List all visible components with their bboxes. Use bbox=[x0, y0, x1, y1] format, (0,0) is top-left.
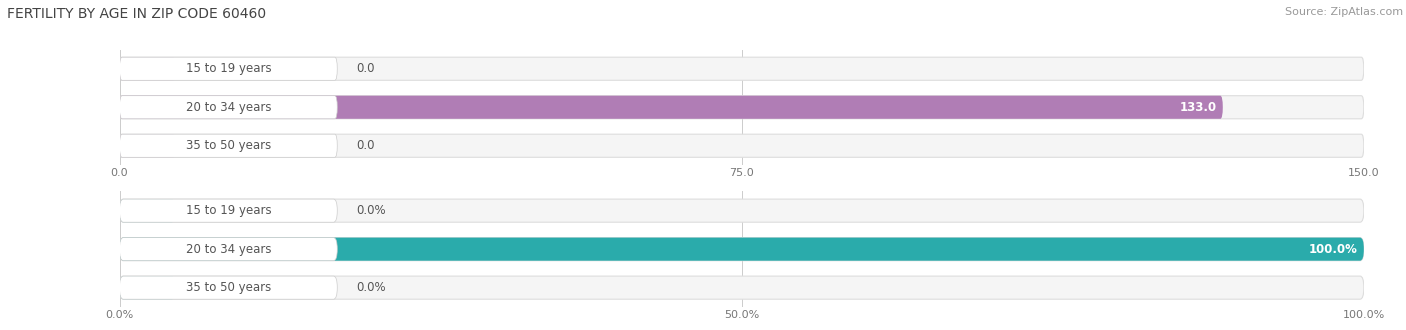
FancyBboxPatch shape bbox=[120, 199, 337, 222]
Text: 0.0%: 0.0% bbox=[356, 281, 385, 294]
FancyBboxPatch shape bbox=[120, 238, 1364, 261]
FancyBboxPatch shape bbox=[120, 57, 1364, 80]
FancyBboxPatch shape bbox=[120, 134, 337, 157]
Text: 0.0: 0.0 bbox=[356, 62, 374, 75]
FancyBboxPatch shape bbox=[120, 276, 176, 299]
FancyBboxPatch shape bbox=[120, 57, 337, 80]
FancyBboxPatch shape bbox=[120, 96, 337, 119]
Text: 133.0: 133.0 bbox=[1180, 101, 1216, 114]
Text: 0.0%: 0.0% bbox=[356, 204, 385, 217]
FancyBboxPatch shape bbox=[120, 238, 1364, 261]
FancyBboxPatch shape bbox=[120, 276, 1364, 299]
FancyBboxPatch shape bbox=[120, 134, 176, 157]
FancyBboxPatch shape bbox=[120, 96, 1364, 119]
Text: 100.0%: 100.0% bbox=[1309, 243, 1358, 256]
FancyBboxPatch shape bbox=[120, 57, 176, 80]
Text: 15 to 19 years: 15 to 19 years bbox=[186, 204, 271, 217]
Text: 35 to 50 years: 35 to 50 years bbox=[186, 139, 271, 152]
Text: FERTILITY BY AGE IN ZIP CODE 60460: FERTILITY BY AGE IN ZIP CODE 60460 bbox=[7, 7, 266, 20]
Text: 35 to 50 years: 35 to 50 years bbox=[186, 281, 271, 294]
FancyBboxPatch shape bbox=[120, 276, 337, 299]
FancyBboxPatch shape bbox=[120, 199, 1364, 222]
FancyBboxPatch shape bbox=[120, 199, 176, 222]
FancyBboxPatch shape bbox=[120, 238, 337, 261]
FancyBboxPatch shape bbox=[120, 134, 1364, 157]
Text: 20 to 34 years: 20 to 34 years bbox=[186, 101, 271, 114]
Text: 20 to 34 years: 20 to 34 years bbox=[186, 243, 271, 256]
Text: 15 to 19 years: 15 to 19 years bbox=[186, 62, 271, 75]
Text: Source: ZipAtlas.com: Source: ZipAtlas.com bbox=[1285, 7, 1403, 16]
FancyBboxPatch shape bbox=[120, 96, 1223, 119]
Text: 0.0: 0.0 bbox=[356, 139, 374, 152]
